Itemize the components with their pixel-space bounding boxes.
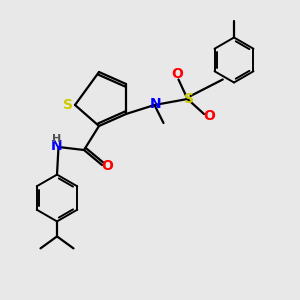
- Text: N: N: [150, 97, 162, 110]
- Text: O: O: [171, 67, 183, 81]
- Text: O: O: [101, 160, 113, 173]
- Text: H: H: [52, 134, 62, 144]
- Text: O: O: [203, 109, 215, 122]
- Text: S: S: [63, 98, 74, 112]
- Text: S: S: [184, 92, 194, 106]
- Text: N: N: [51, 139, 63, 152]
